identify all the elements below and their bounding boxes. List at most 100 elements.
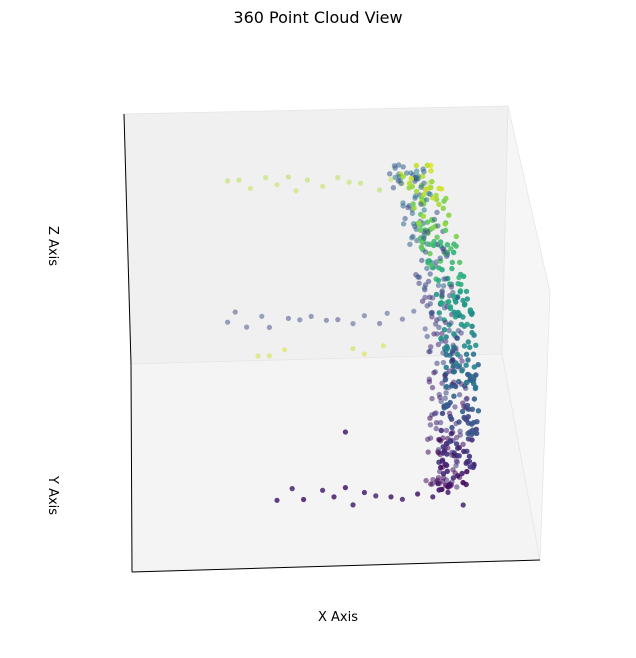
strip-point: [373, 493, 379, 499]
cloud-point: [412, 193, 419, 199]
cloud-point: [421, 180, 427, 186]
cloud-point: [460, 441, 466, 447]
cloud-point: [441, 327, 448, 333]
strip-point: [274, 182, 280, 188]
cloud-point: [442, 373, 448, 379]
cloud-point: [417, 227, 424, 233]
y-axis-line: [130, 363, 133, 573]
cloud-point: [427, 348, 433, 355]
cloud-point: [429, 384, 436, 391]
cloud-point: [450, 437, 456, 444]
cloud-point: [444, 451, 450, 457]
strip-point: [388, 176, 394, 183]
cloud-point: [434, 360, 440, 366]
cloud-point: [439, 300, 445, 307]
cloud-point: [438, 398, 444, 405]
cloud-point: [418, 244, 425, 250]
cloud-point: [396, 162, 402, 168]
strip-point: [308, 313, 314, 319]
cloud-point: [471, 430, 478, 436]
cloud-point: [421, 207, 427, 213]
cloud-point: [428, 262, 434, 268]
cloud-point: [458, 321, 465, 328]
cloud-point: [408, 175, 414, 182]
strip-point: [361, 351, 367, 357]
cloud-point: [461, 343, 468, 349]
cloud-point: [440, 283, 447, 289]
cloud-point: [413, 188, 420, 195]
cloud-point: [464, 468, 470, 475]
strip-point: [335, 317, 341, 323]
cloud-point: [449, 265, 455, 272]
cloud-point: [459, 368, 465, 374]
cloud-point: [420, 173, 426, 179]
cloud-point: [429, 412, 435, 418]
strip-point: [342, 485, 348, 491]
point-cloud: [225, 162, 482, 508]
cloud-point: [453, 243, 459, 249]
cloud-point: [457, 428, 463, 434]
cloud-point: [458, 330, 464, 336]
cloud-point: [424, 219, 431, 225]
cloud-point: [452, 404, 458, 410]
cloud-point: [456, 392, 463, 398]
cloud-point: [428, 310, 434, 316]
cloud-point: [423, 477, 429, 484]
cloud-point: [460, 297, 466, 304]
cloud-point: [404, 170, 410, 176]
strip-point: [266, 324, 272, 330]
strip-point: [415, 491, 421, 497]
strip-point: [388, 494, 394, 500]
cloud-point: [475, 362, 481, 368]
cloud-point: [443, 390, 449, 396]
cloud-point: [455, 281, 461, 287]
cloud-point: [471, 381, 477, 387]
cloud-point: [411, 205, 417, 211]
cloud-point: [459, 470, 465, 477]
cloud-point: [434, 331, 440, 337]
strip-point: [285, 315, 291, 321]
cloud-point: [402, 215, 408, 222]
cloud-point: [439, 330, 445, 337]
strip-point: [350, 502, 356, 508]
cloud-point: [438, 335, 444, 342]
strip-point: [232, 309, 238, 315]
cloud-point: [448, 284, 455, 290]
cloud-point: [444, 242, 451, 248]
cloud-point: [467, 464, 473, 470]
cloud-point: [442, 221, 448, 227]
cloud-point: [433, 425, 439, 432]
cloud-point: [435, 282, 442, 289]
cloud-point: [444, 252, 450, 258]
cloud-point: [422, 249, 429, 255]
cloud-point: [431, 216, 438, 223]
cloud-point: [455, 294, 461, 301]
cloud-point: [447, 304, 454, 310]
strip-point: [377, 187, 383, 193]
cloud-point: [446, 212, 452, 218]
cloud-point: [469, 323, 475, 329]
cloud-point: [416, 280, 422, 286]
cloud-point: [444, 343, 450, 350]
strip-point: [263, 175, 269, 181]
cloud-point: [463, 460, 469, 466]
cloud-point: [440, 359, 447, 366]
strip-point: [430, 494, 436, 500]
cloud-point: [436, 265, 442, 271]
z-axis-line: [123, 113, 132, 365]
cloud-point: [429, 395, 435, 402]
cloud-point: [440, 205, 446, 211]
strip-point: [460, 502, 466, 508]
cloud-point: [443, 427, 450, 434]
cloud-point: [427, 435, 434, 441]
cloud-point: [446, 410, 453, 416]
cloud-point: [442, 319, 449, 326]
cloud-point: [443, 383, 450, 390]
cloud-point: [443, 195, 449, 202]
strip-point: [377, 320, 383, 327]
cloud-point: [436, 201, 442, 208]
cloud-point: [431, 370, 437, 376]
cloud-point: [441, 305, 448, 311]
cloud-point: [427, 250, 433, 257]
